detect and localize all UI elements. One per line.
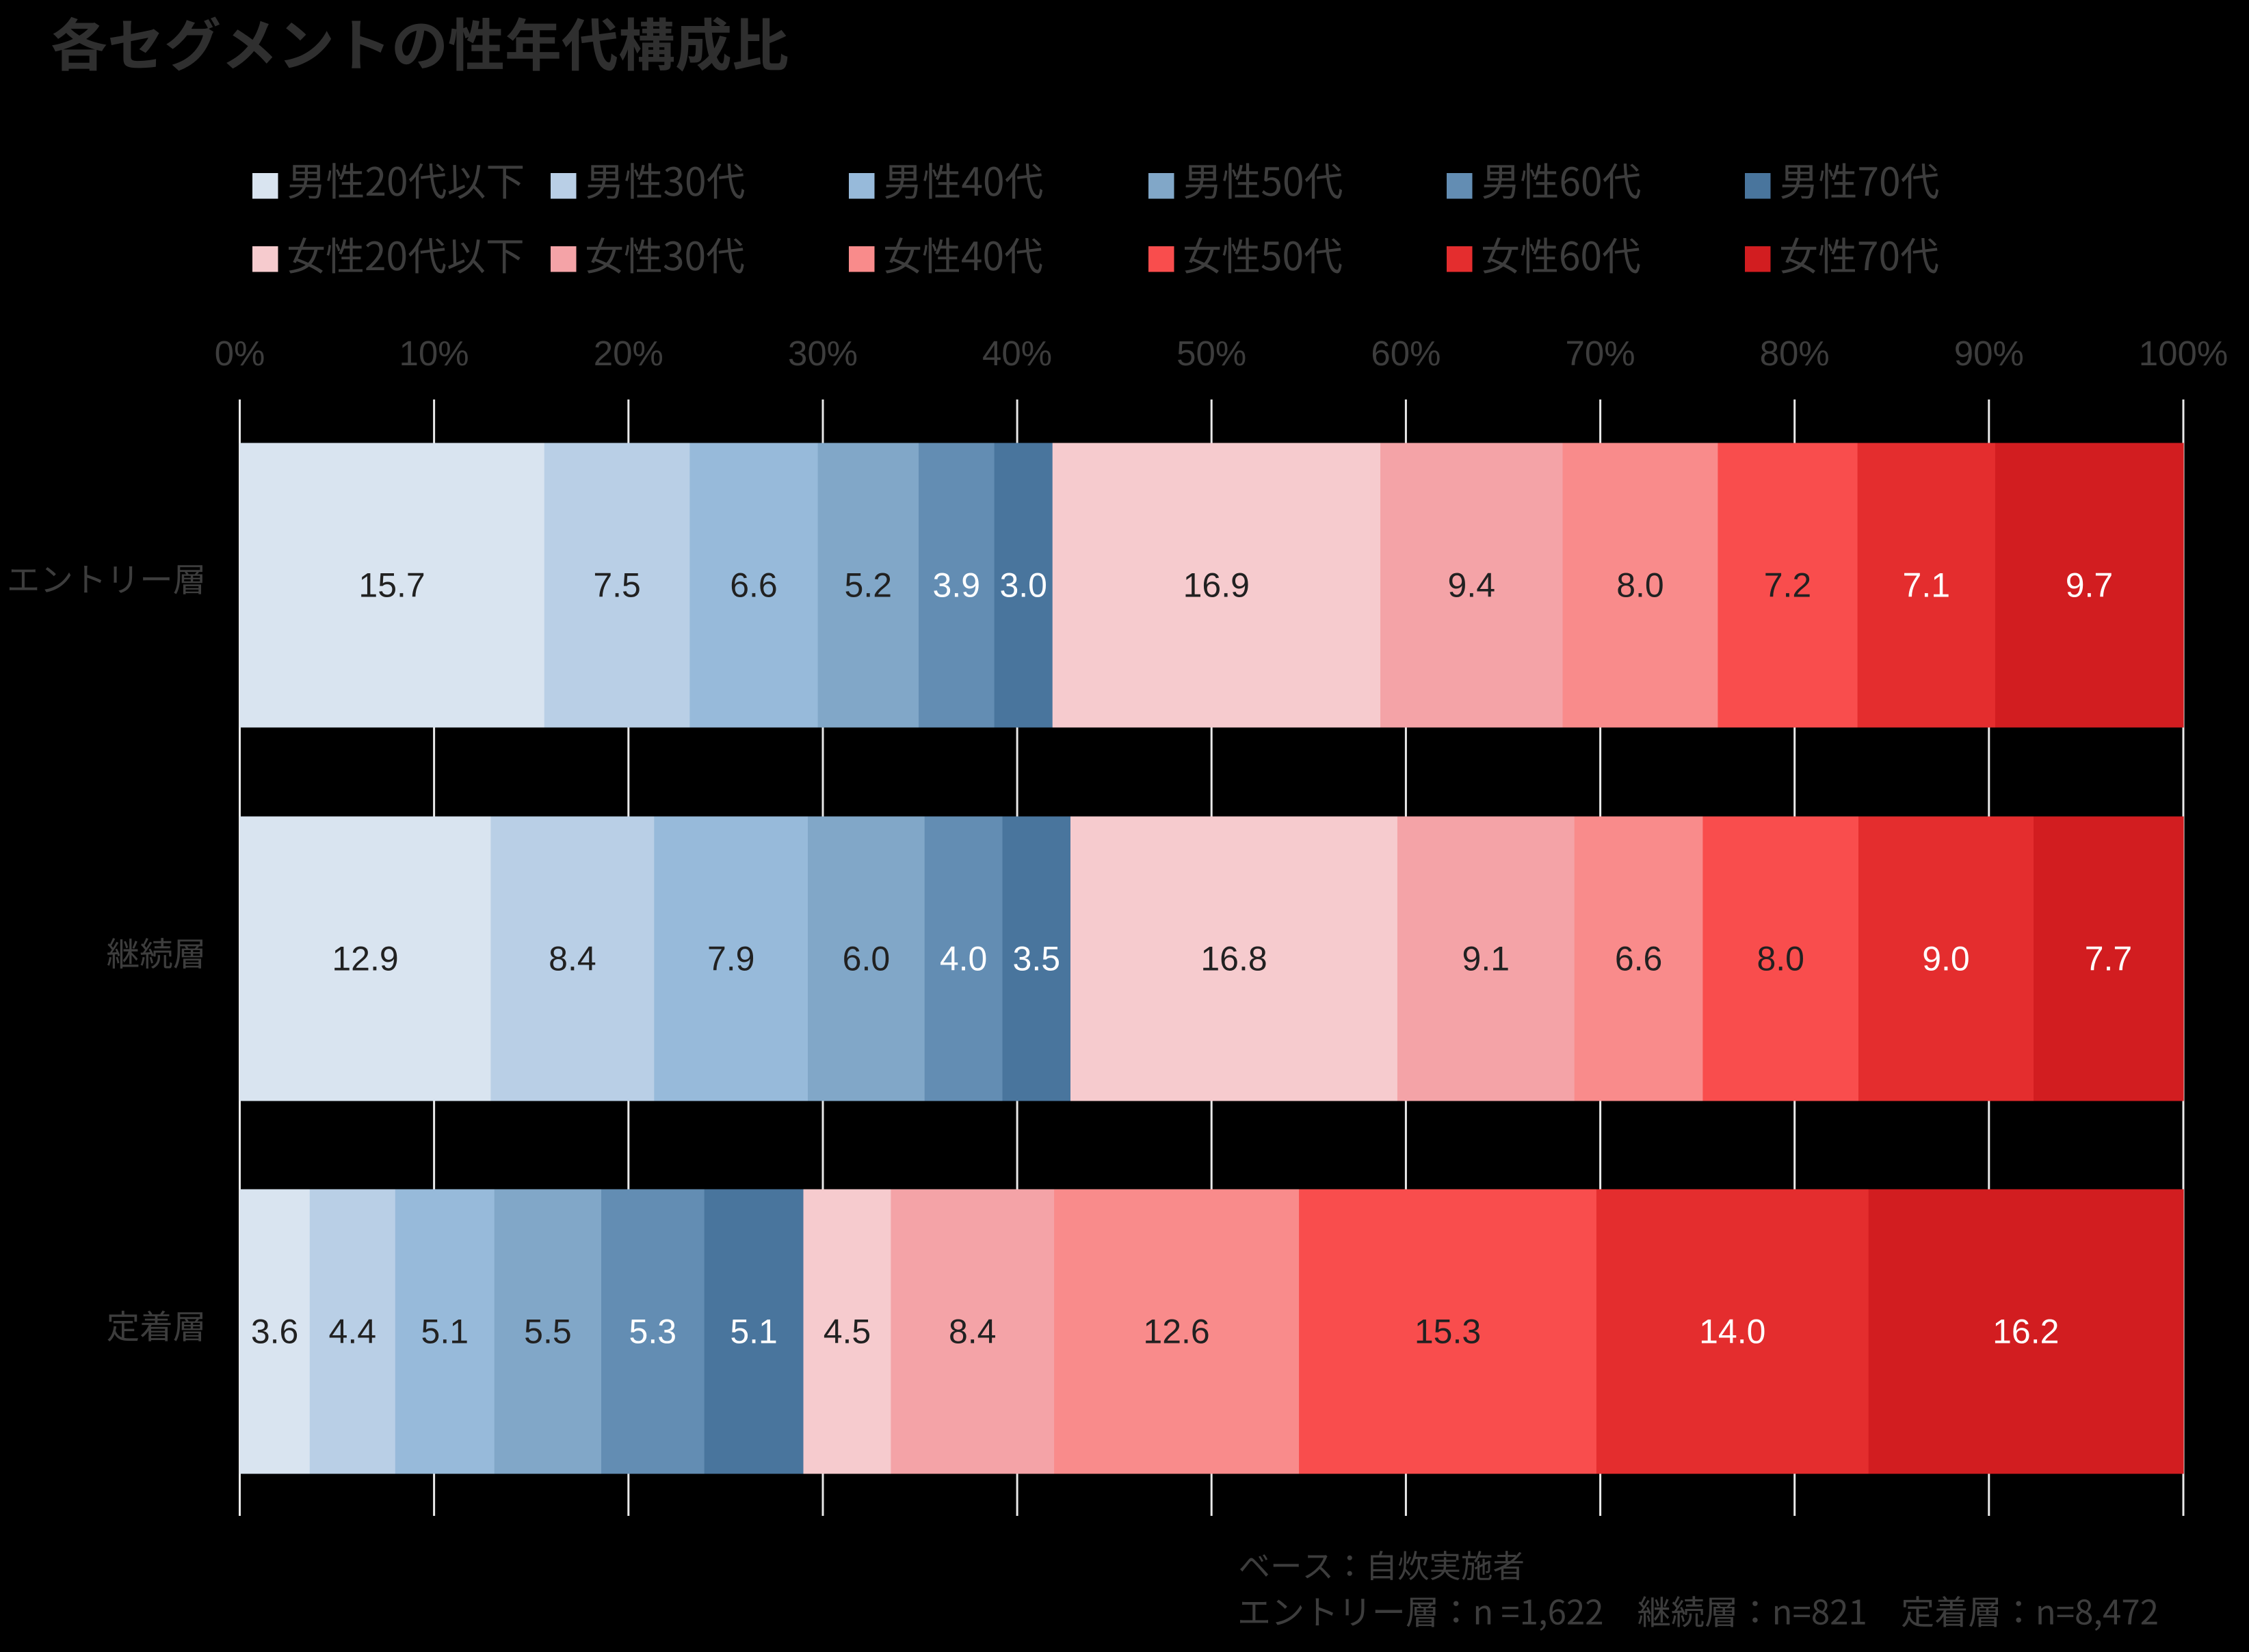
svg-text:4.0: 4.0 (940, 940, 988, 978)
svg-text:7.9: 7.9 (707, 940, 755, 978)
svg-text:3.6: 3.6 (251, 1313, 299, 1351)
svg-text:3.9: 3.9 (933, 566, 981, 605)
svg-text:12.9: 12.9 (332, 940, 398, 978)
svg-text:7.7: 7.7 (2085, 940, 2133, 978)
svg-text:5.5: 5.5 (524, 1313, 572, 1351)
svg-text:5.3: 5.3 (629, 1313, 677, 1351)
svg-text:7.1: 7.1 (1903, 566, 1951, 605)
svg-text:9.0: 9.0 (1922, 940, 1970, 978)
svg-text:8.4: 8.4 (549, 940, 596, 978)
svg-text:6.0: 6.0 (843, 940, 891, 978)
svg-text:3.5: 3.5 (1013, 940, 1061, 978)
svg-text:5.1: 5.1 (421, 1313, 469, 1351)
svg-text:15.7: 15.7 (358, 566, 425, 605)
svg-text:14.0: 14.0 (1699, 1313, 1765, 1351)
svg-text:20%: 20% (594, 334, 663, 373)
svg-text:70%: 70% (1566, 334, 1635, 373)
svg-text:5.1: 5.1 (730, 1313, 778, 1351)
svg-text:16.2: 16.2 (1992, 1313, 2059, 1351)
svg-text:7.5: 7.5 (593, 566, 641, 605)
svg-text:4.4: 4.4 (329, 1313, 377, 1351)
svg-text:60%: 60% (1371, 334, 1441, 373)
svg-text:40%: 40% (982, 334, 1052, 373)
svg-text:50%: 50% (1176, 334, 1246, 373)
svg-text:8.4: 8.4 (949, 1313, 997, 1351)
svg-text:8.0: 8.0 (1757, 940, 1804, 978)
svg-text:4.5: 4.5 (824, 1313, 871, 1351)
svg-text:9.1: 9.1 (1462, 940, 1510, 978)
svg-text:3.0: 3.0 (999, 566, 1047, 605)
svg-text:6.6: 6.6 (730, 566, 778, 605)
svg-text:100%: 100% (2139, 334, 2228, 373)
svg-text:6.6: 6.6 (1615, 940, 1663, 978)
svg-text:9.7: 9.7 (2066, 566, 2114, 605)
svg-text:80%: 80% (1760, 334, 1830, 373)
svg-text:15.3: 15.3 (1415, 1313, 1481, 1351)
svg-text:12.6: 12.6 (1143, 1313, 1209, 1351)
svg-text:16.9: 16.9 (1183, 566, 1250, 605)
svg-text:16.8: 16.8 (1200, 940, 1267, 978)
svg-text:10%: 10% (399, 334, 469, 373)
svg-text:30%: 30% (788, 334, 858, 373)
svg-text:90%: 90% (1954, 334, 2024, 373)
svg-text:7.2: 7.2 (1764, 566, 1812, 605)
svg-text:8.0: 8.0 (1616, 566, 1664, 605)
svg-text:9.4: 9.4 (1448, 566, 1496, 605)
svg-text:5.2: 5.2 (845, 566, 893, 605)
svg-text:0%: 0% (215, 334, 265, 373)
